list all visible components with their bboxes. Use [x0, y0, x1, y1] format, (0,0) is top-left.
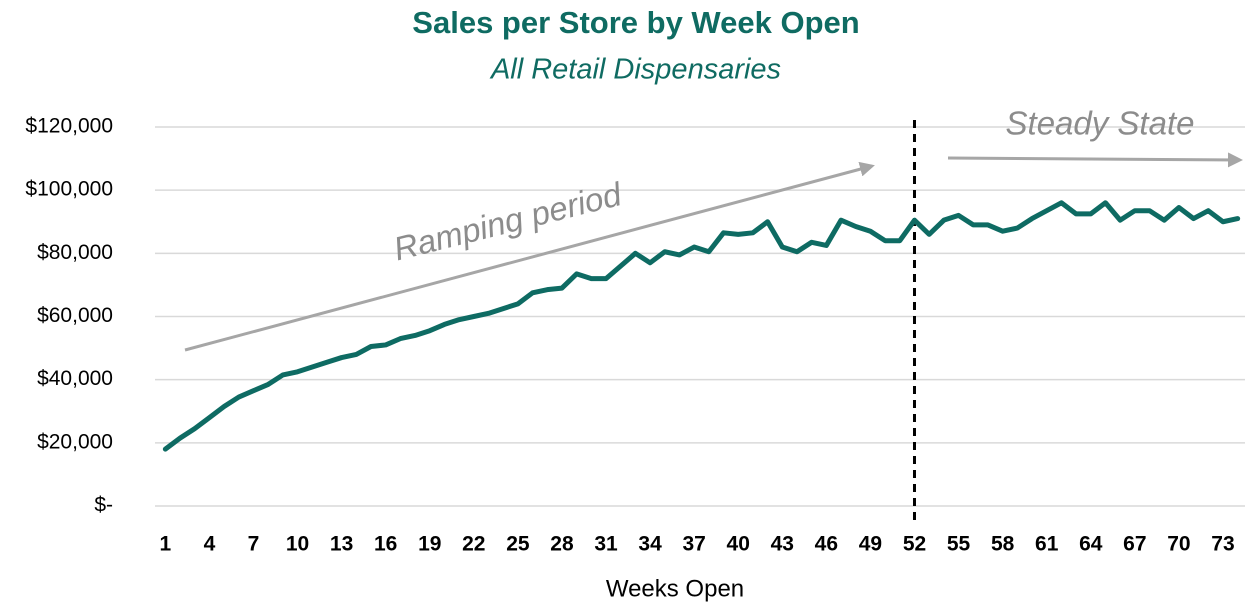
x-tick-label: 22 — [462, 533, 485, 556]
x-tick-label: 55 — [947, 533, 971, 556]
y-tick-label: $40,000 — [37, 367, 113, 390]
x-tick-label: 58 — [991, 533, 1015, 556]
x-tick-label: 7 — [248, 533, 260, 556]
grid — [155, 126, 1245, 507]
y-tick-label: $120,000 — [25, 115, 113, 138]
chart-title: Sales per Store by Week Open — [412, 5, 859, 40]
x-tick-label: 28 — [550, 533, 574, 556]
x-tick-label: 67 — [1123, 533, 1146, 556]
x-tick-label: 10 — [286, 533, 309, 556]
x-tick-label: 70 — [1167, 533, 1190, 556]
y-tick-label: $80,000 — [37, 241, 113, 264]
x-tick-label: 64 — [1079, 533, 1103, 556]
x-tick-label: 13 — [330, 533, 353, 556]
x-tick-label: 61 — [1035, 533, 1059, 556]
x-tick-label: 40 — [727, 533, 750, 556]
plot — [162, 120, 1241, 520]
x-tick-label: 19 — [418, 533, 441, 556]
y-tick-label: $20,000 — [37, 430, 113, 453]
y-tick-label: $100,000 — [25, 178, 113, 201]
ramp-arrow — [184, 161, 875, 352]
x-tick-label: 4 — [204, 533, 216, 556]
x-tick-label: 16 — [374, 533, 397, 556]
data-line — [162, 200, 1241, 452]
x-tick-label: 52 — [903, 533, 926, 556]
x-tick-label: 46 — [815, 533, 838, 556]
chart-subtitle: All Retail Dispensaries — [489, 54, 781, 86]
x-tick-label: 31 — [594, 533, 618, 556]
steady-annotation: Steady State — [1006, 105, 1195, 142]
x-tick-label: 37 — [682, 533, 705, 556]
x-axis-label: Weeks Open — [606, 575, 744, 602]
x-tick-label: 1 — [160, 533, 172, 556]
x-tick-label: 34 — [638, 533, 662, 556]
y-tick-label: $- — [94, 494, 113, 517]
steady-arrow — [947, 152, 1243, 168]
x-tick-label: 25 — [506, 533, 530, 556]
y-tick-label: $60,000 — [37, 304, 113, 327]
x-tick-label: 49 — [859, 533, 882, 556]
x-tick-label: 43 — [771, 533, 794, 556]
x-tick-label: 73 — [1211, 533, 1234, 556]
